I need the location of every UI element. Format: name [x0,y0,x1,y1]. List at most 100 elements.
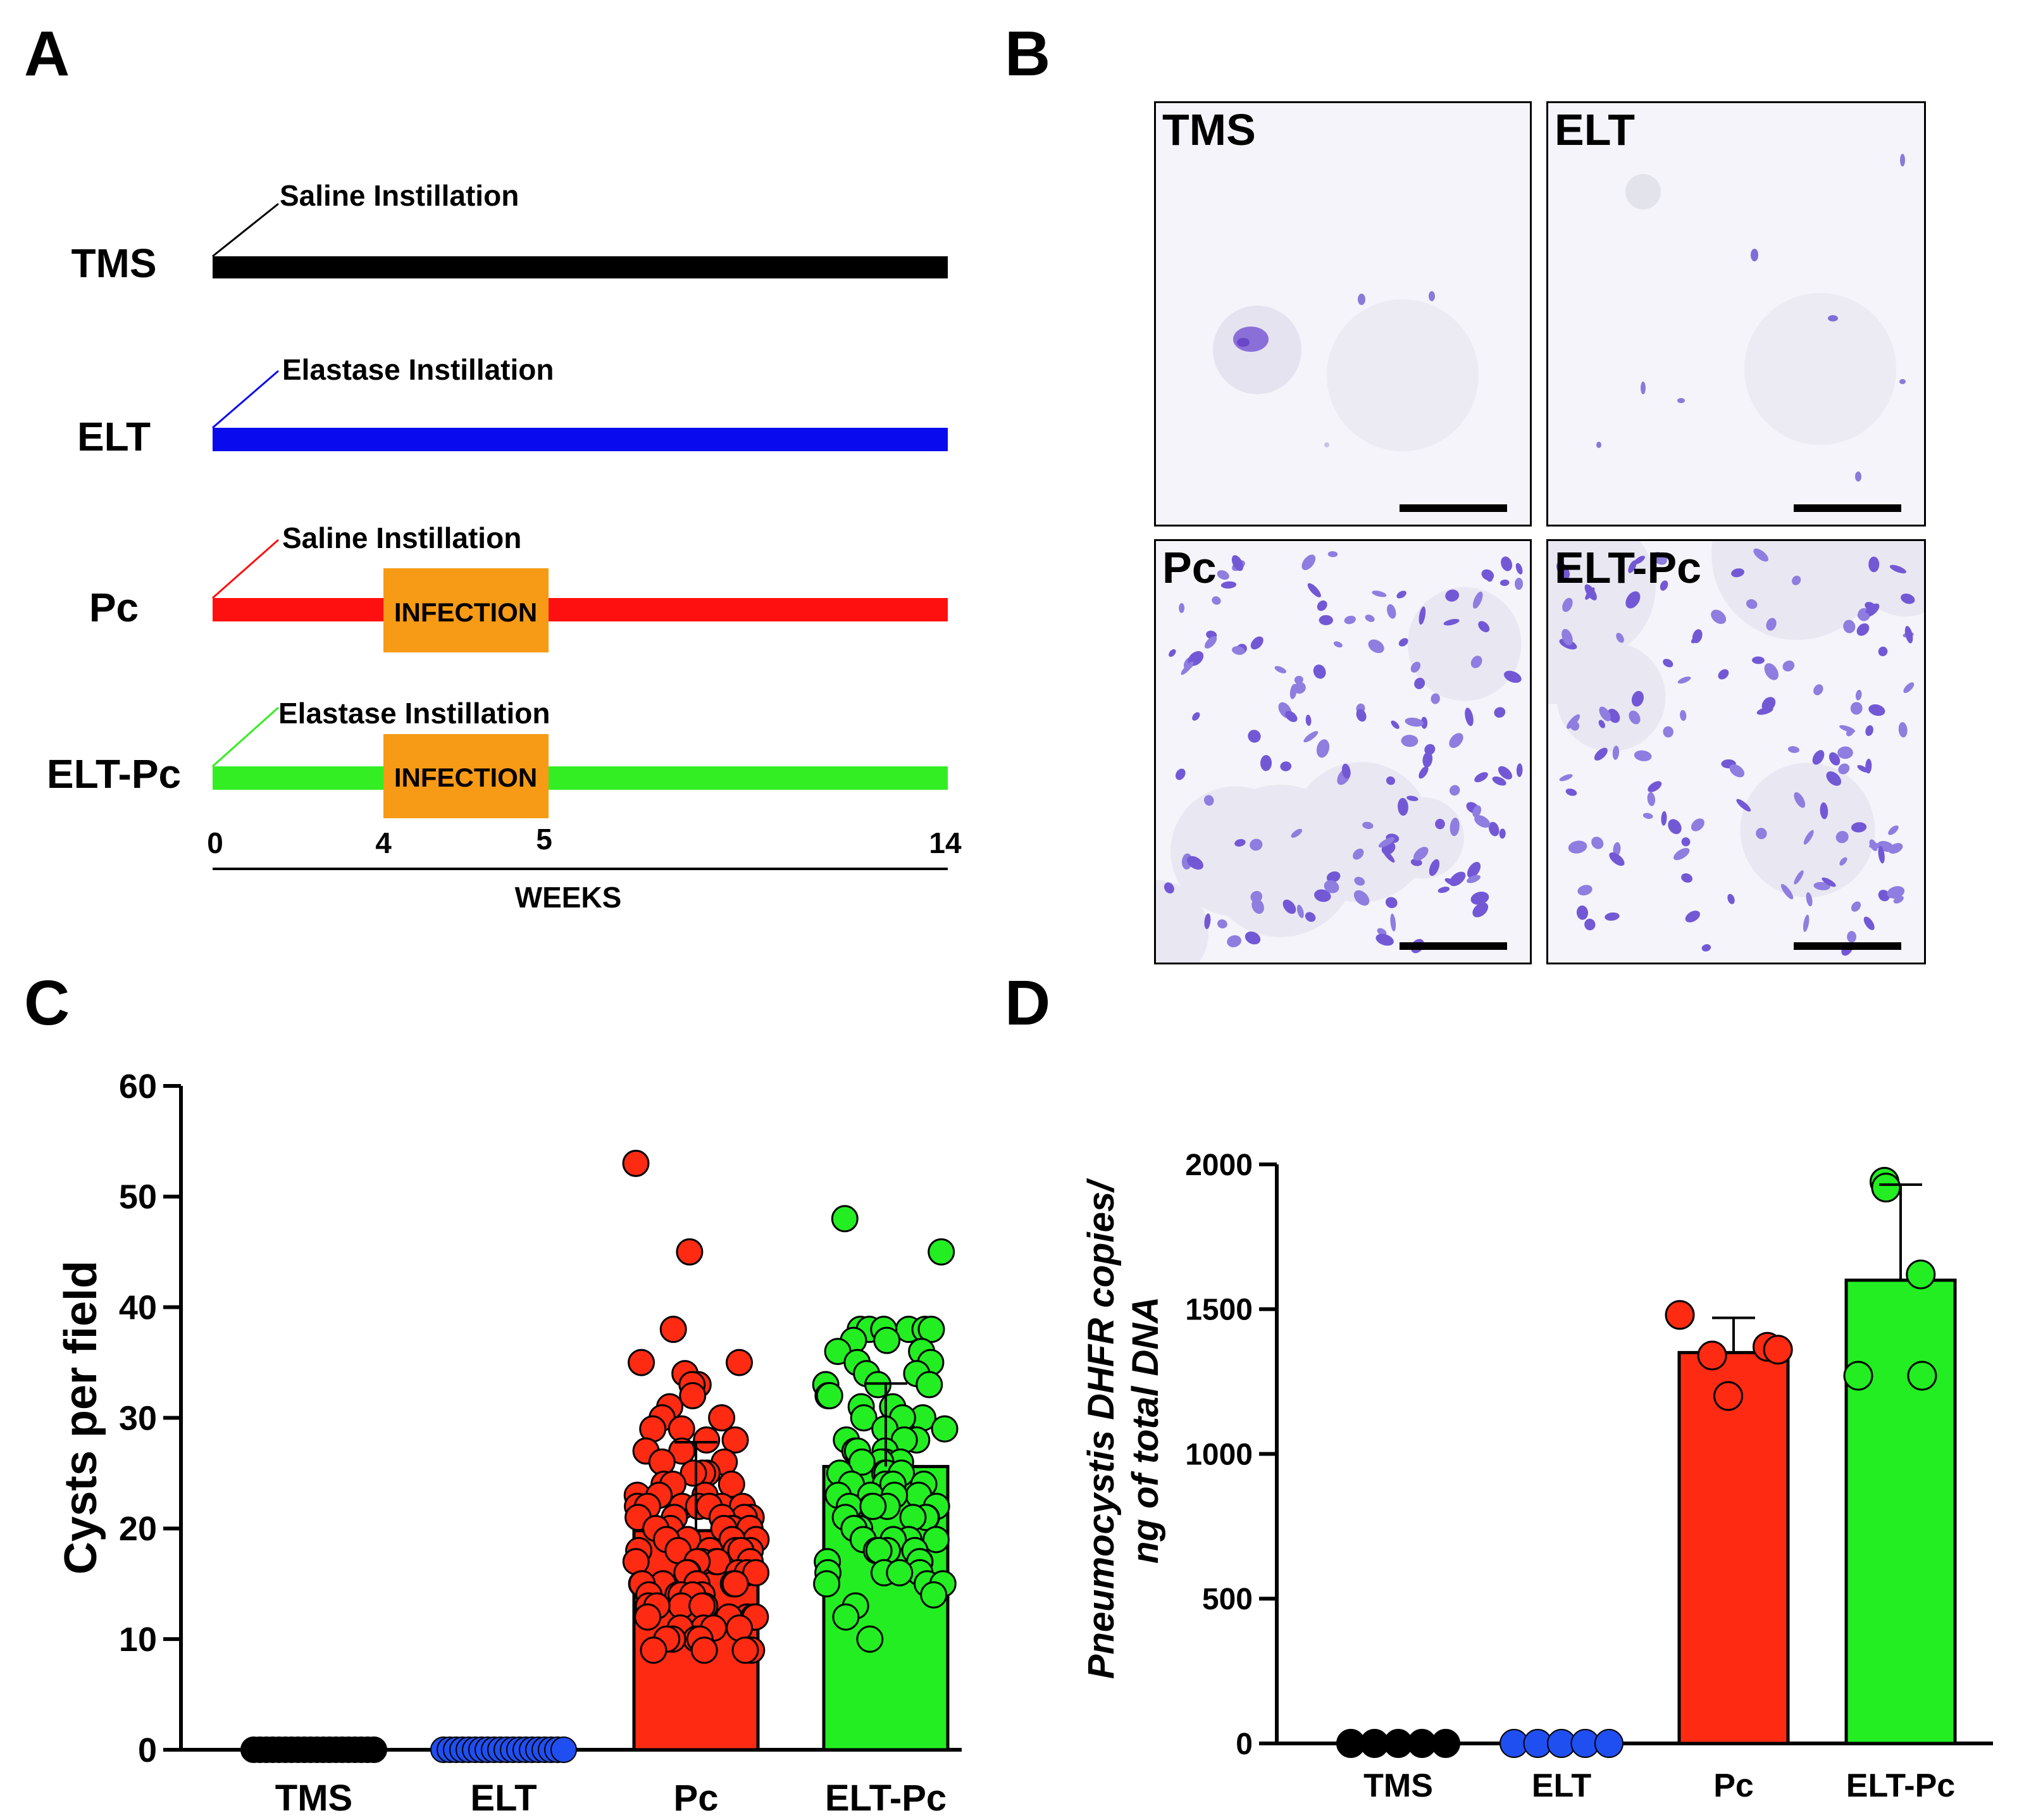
stained-cell [1410,858,1422,866]
stained-cell [1437,887,1450,894]
stained-cell [1472,902,1489,918]
y-tick-label: 500 [1202,1583,1253,1616]
stained-cell [1353,890,1370,906]
stained-cell [1474,772,1488,783]
timeline-bar [213,598,948,621]
y-axis-title-line1: Pneumocystis DHFR copies/ [1081,1178,1122,1679]
stained-cell [1731,568,1744,578]
stained-cell [1681,873,1692,883]
data-point [922,1526,950,1554]
stained-cell [1577,885,1593,895]
stained-cell [1192,712,1200,721]
stained-cell [1450,818,1460,837]
stained-cell [1391,720,1400,729]
stained-cell [1319,614,1333,625]
stained-cell [1499,579,1510,586]
stained-cell [1701,944,1711,952]
stained-cell [1888,825,1899,835]
stained-cell [1843,620,1856,633]
stained-cell [1668,819,1682,835]
stained-cell [1878,845,1885,864]
stained-cell [1285,711,1298,723]
data-point [1871,1173,1901,1203]
panel-letter-d: D [1005,968,1051,1038]
stained-cell [1813,684,1823,695]
stained-cell [1562,597,1573,613]
stained-cell [1826,771,1842,786]
stained-cell [1313,664,1326,679]
stained-cell [1260,755,1272,771]
stained-cell [1904,626,1913,644]
stained-cell [1474,815,1491,828]
timeline-row-label: TMS [71,240,156,286]
stained-cell [1812,750,1825,765]
stained-cell [1663,659,1673,668]
stained-cell [1887,886,1905,899]
data-point [1843,1361,1873,1391]
stained-cell [1652,552,1667,565]
stained-cell [1766,618,1777,631]
stained-cell [1594,747,1608,761]
stained-cell [1220,581,1237,589]
micrograph-label: ELT-Pc [1555,543,1702,592]
instillation-pointer [212,370,279,429]
stained-cell [1333,641,1343,648]
y-axis-title: Cysts per field [56,1261,106,1574]
stained-cell [1382,849,1395,863]
weeks-axis-label: WEEKS [515,881,622,914]
stained-cell [1354,876,1365,886]
stained-cell [1901,593,1915,604]
stained-cell [1470,892,1489,905]
stained-cell [1175,768,1186,780]
x-category-label: ELT-Pc [825,1778,947,1819]
background-blob [1382,797,1464,879]
stained-cell [1660,580,1668,591]
stained-cell [1857,612,1870,620]
x-category-label: TMS [1363,1767,1433,1804]
stained-cell [1217,919,1227,929]
stained-cell [1280,761,1292,771]
stained-cell [1465,707,1474,726]
data-point [622,1149,650,1177]
y-tick-label: 1500 [1185,1293,1253,1327]
stained-cell [1584,584,1597,601]
timeline-row-label: ELT-Pc [47,751,181,797]
stained-cell [1305,714,1312,726]
instillation-pointer [212,203,279,258]
infection-box [383,734,549,818]
y-tick-label: 30 [119,1399,157,1437]
stained-cell [1647,792,1656,806]
stained-cell [1494,707,1506,718]
stained-cell [1396,590,1406,599]
micrograph-texture [1213,291,1479,451]
stained-cell [1898,722,1908,738]
stained-cell [1419,766,1429,779]
stained-cell [1835,831,1849,844]
stained-cell [1274,666,1287,673]
stained-cell [1634,556,1645,564]
stained-cell [1449,733,1463,748]
data-point [725,1349,753,1376]
stained-cell [1565,788,1577,796]
stained-cell [1385,897,1398,908]
stained-cell [1378,837,1395,848]
stained-cell [1868,704,1885,716]
data-point [1907,1361,1937,1391]
stained-cell [1377,928,1387,936]
stained-cell [1568,840,1587,854]
stained-cell [1227,935,1241,947]
stained-cell [1398,797,1408,816]
stained-cell [1634,750,1652,761]
stained-cell [1889,564,1906,574]
stained-cell [1616,633,1624,643]
stained-cell [1327,551,1338,558]
week-tick: 4 [375,826,392,859]
stained-cell [1164,882,1174,894]
stained-cell [1422,751,1433,768]
stained-cell [1556,562,1570,579]
stained-cell [1515,578,1524,590]
data-point [832,1603,860,1631]
stained-cell [1499,828,1506,839]
stained-cell [1450,785,1460,796]
data-point [859,1492,887,1520]
